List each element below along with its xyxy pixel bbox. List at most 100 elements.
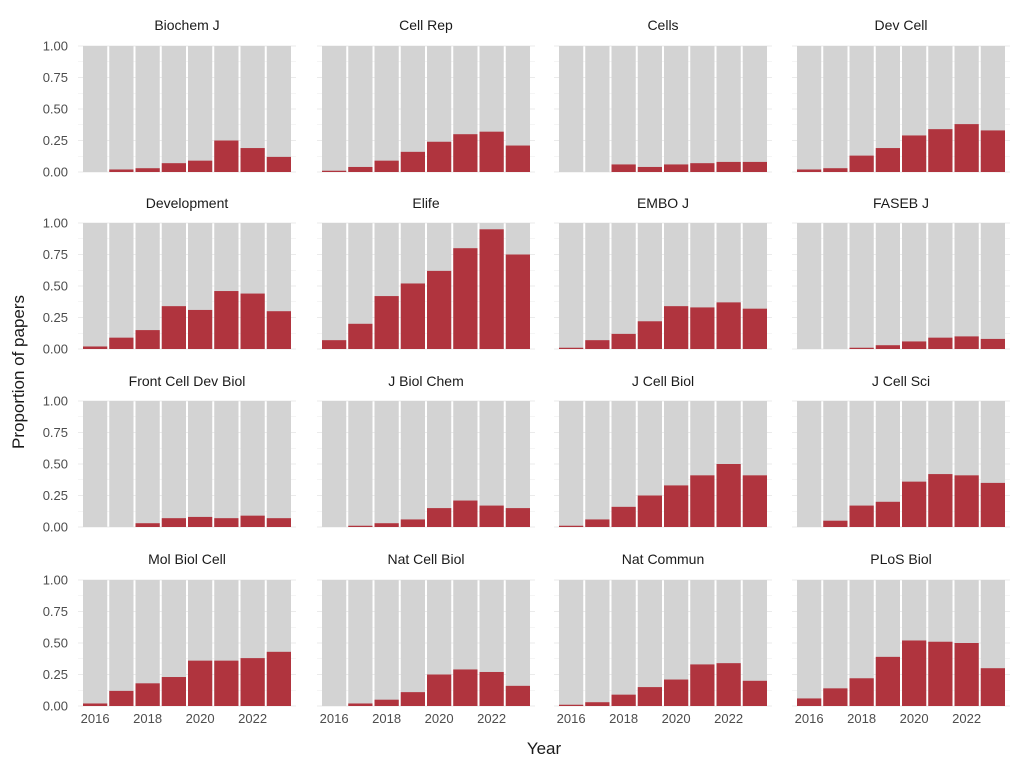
- value-bar: [980, 668, 1005, 706]
- value-bar: [188, 660, 213, 706]
- panel-title: Nat Cell Biol: [387, 551, 464, 567]
- x-tick-label: 2020: [900, 711, 929, 726]
- background-bar: [559, 223, 584, 349]
- value-bar: [716, 302, 741, 349]
- panel-title: Cells: [647, 17, 678, 33]
- background-bar: [109, 46, 134, 172]
- x-axis-label: Year: [527, 739, 562, 758]
- value-bar: [400, 151, 425, 172]
- value-bar: [505, 685, 530, 706]
- value-bar: [849, 347, 874, 349]
- y-tick-label: 0.00: [43, 520, 68, 535]
- value-bar: [585, 519, 610, 527]
- y-tick-label: 0.75: [43, 70, 68, 85]
- background-bar: [400, 46, 425, 172]
- y-tick-label: 0.00: [43, 165, 68, 180]
- value-bar: [849, 155, 874, 172]
- background-bar: [109, 580, 134, 706]
- panel-title: Development: [146, 195, 229, 211]
- background-bar: [322, 46, 347, 172]
- value-bar: [742, 680, 767, 706]
- value-bar: [266, 156, 291, 172]
- value-bar: [427, 270, 452, 349]
- background-bar: [559, 580, 584, 706]
- panel-title: J Cell Biol: [632, 373, 694, 389]
- value-bar: [83, 346, 108, 349]
- background-bar: [611, 46, 636, 172]
- value-bar: [240, 515, 265, 527]
- value-bar: [266, 651, 291, 706]
- value-bar: [637, 166, 662, 172]
- background-bar: [637, 46, 662, 172]
- value-bar: [240, 293, 265, 349]
- value-bar: [980, 338, 1005, 349]
- value-bar: [214, 660, 239, 706]
- background-bar: [240, 401, 265, 527]
- value-bar: [400, 519, 425, 527]
- x-tick-label: 2022: [477, 711, 506, 726]
- background-bar: [823, 223, 848, 349]
- x-tick-label: 2016: [557, 711, 586, 726]
- background-bar: [109, 401, 134, 527]
- value-bar: [161, 677, 186, 706]
- value-bar: [135, 168, 160, 172]
- value-bar: [559, 347, 584, 349]
- value-bar: [902, 640, 927, 706]
- background-bar: [611, 580, 636, 706]
- value-bar: [928, 337, 953, 349]
- y-tick-label: 0.50: [43, 102, 68, 117]
- background-bar: [322, 223, 347, 349]
- value-bar: [453, 248, 478, 349]
- panel-title: Biochem J: [154, 17, 219, 33]
- value-bar: [348, 166, 373, 172]
- value-bar: [797, 169, 822, 172]
- value-bar: [427, 674, 452, 706]
- background-bar: [505, 401, 530, 527]
- value-bar: [188, 160, 213, 172]
- value-bar: [479, 505, 504, 527]
- value-bar: [875, 501, 900, 527]
- y-tick-label: 1.00: [43, 39, 68, 54]
- background-bar: [902, 223, 927, 349]
- value-bar: [161, 306, 186, 349]
- y-tick-label: 1.00: [43, 573, 68, 588]
- background-bar: [928, 223, 953, 349]
- y-tick-label: 0.50: [43, 636, 68, 651]
- value-bar: [374, 296, 399, 349]
- value-bar: [400, 283, 425, 349]
- value-bar: [611, 506, 636, 527]
- background-bar: [664, 46, 689, 172]
- y-tick-label: 0.25: [43, 310, 68, 325]
- value-bar: [637, 687, 662, 706]
- value-bar: [611, 694, 636, 706]
- value-bar: [109, 169, 134, 172]
- value-bar: [585, 702, 610, 706]
- background-bar: [83, 223, 108, 349]
- value-bar: [453, 500, 478, 527]
- value-bar: [135, 330, 160, 349]
- background-bar: [849, 46, 874, 172]
- background-bar: [797, 580, 822, 706]
- x-tick-label: 2018: [609, 711, 638, 726]
- background-bar: [690, 46, 715, 172]
- y-tick-label: 0.25: [43, 667, 68, 682]
- panel-title: Front Cell Dev Biol: [129, 373, 246, 389]
- y-tick-label: 0.00: [43, 342, 68, 357]
- background-bar: [849, 223, 874, 349]
- value-bar: [479, 131, 504, 172]
- background-bar: [83, 580, 108, 706]
- value-bar: [823, 688, 848, 706]
- value-bar: [716, 464, 741, 527]
- x-tick-label: 2022: [952, 711, 981, 726]
- value-bar: [266, 518, 291, 527]
- panel-title: EMBO J: [637, 195, 689, 211]
- background-bar: [109, 223, 134, 349]
- background-bar: [823, 580, 848, 706]
- value-bar: [902, 481, 927, 527]
- background-bar: [559, 401, 584, 527]
- value-bar: [214, 518, 239, 527]
- value-bar: [374, 160, 399, 172]
- x-tick-label: 2022: [238, 711, 267, 726]
- value-bar: [505, 254, 530, 349]
- value-bar: [453, 134, 478, 172]
